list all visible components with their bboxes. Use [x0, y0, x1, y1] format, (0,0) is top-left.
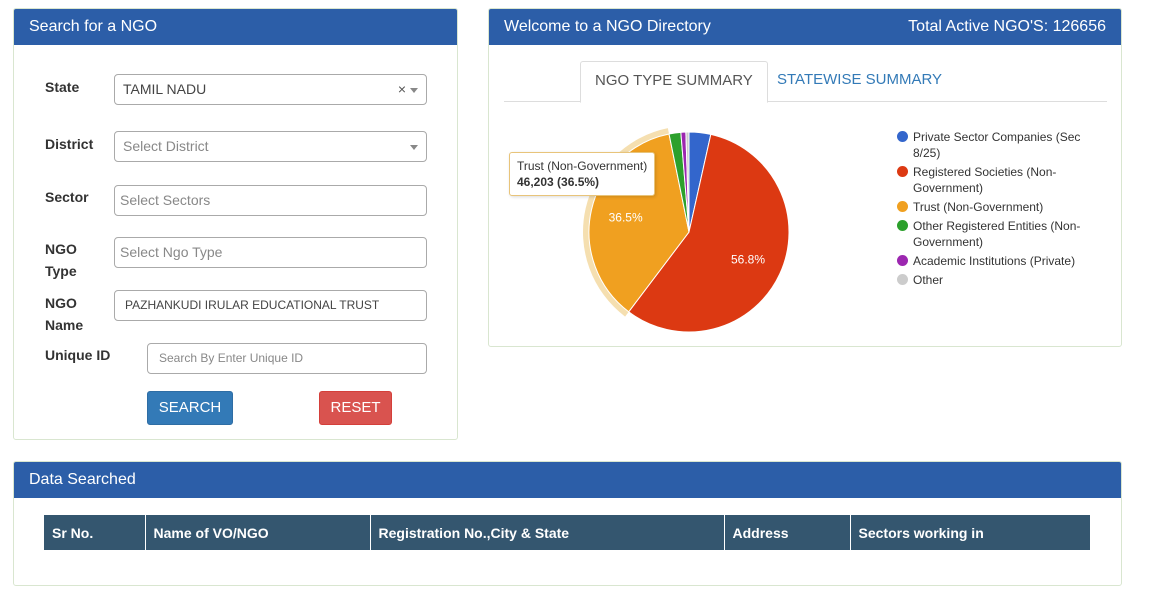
column-header-registration[interactable]: Registration No.,City & State [370, 515, 725, 550]
welcome-panel: Welcome to a NGO Directory Total Active … [488, 8, 1122, 347]
district-select[interactable]: Select District [114, 131, 427, 162]
unique-id-input[interactable]: Search By Enter Unique ID [147, 343, 427, 374]
column-header-address[interactable]: Address [724, 515, 851, 550]
legend-dot [897, 131, 908, 142]
legend-item-other-registered[interactable]: Other Registered Entities (Non-Governmen… [895, 218, 1095, 250]
ngo-name-input[interactable]: PAZHANKUDI IRULAR EDUCATIONAL TRUST [114, 290, 427, 321]
chevron-down-icon [410, 145, 418, 150]
search-panel: Search for a NGO State TAMIL NADU × Dist… [13, 8, 458, 440]
pie-slice-registered-societies-non-government[interactable] [628, 133, 790, 333]
legend-dot [897, 166, 908, 177]
district-placeholder: Select District [123, 138, 209, 154]
legend-label: Other [913, 273, 944, 287]
ngo-type-placeholder: Select Ngo Type [120, 244, 223, 260]
district-label: District [45, 136, 94, 152]
legend-item-private-sector[interactable]: Private Sector Companies (Sec 8/25) [895, 129, 1095, 161]
sector-select[interactable]: Select Sectors [114, 185, 427, 216]
column-header-sectors[interactable]: Sectors working in [850, 515, 1091, 550]
tab-statewise-summary[interactable]: STATEWISE SUMMARY [777, 71, 943, 88]
legend-label: Academic Institutions (Private) [913, 254, 1076, 268]
welcome-panel-header: Welcome to a NGO Directory Total Active … [489, 9, 1121, 45]
pie-label-registered-societies-non-government: 56.8% [731, 252, 765, 266]
reset-button[interactable]: RESET [319, 391, 392, 425]
legend-dot [897, 274, 908, 285]
state-select[interactable]: TAMIL NADU × [114, 74, 427, 105]
unique-id-placeholder: Search By Enter Unique ID [159, 351, 304, 365]
chevron-down-icon [410, 88, 418, 93]
sector-label: Sector [45, 189, 89, 205]
search-panel-title: Search for a NGO [14, 9, 457, 45]
legend-item-trust[interactable]: Trust (Non-Government) [895, 199, 1095, 215]
ngo-name-label-line2: Name [45, 317, 84, 333]
legend-label: Registered Societies (Non-Government) [913, 165, 1057, 195]
clear-icon[interactable]: × [397, 81, 406, 97]
legend-item-registered-societies[interactable]: Registered Societies (Non-Government) [895, 164, 1095, 196]
welcome-title: Welcome to a NGO Directory [504, 18, 711, 35]
chart-tooltip: Trust (Non-Government) 46,203 (36.5%) [509, 152, 656, 196]
legend-item-other[interactable]: Other [895, 272, 1095, 288]
unique-id-label: Unique ID [45, 347, 111, 363]
legend-dot [897, 220, 908, 231]
data-searched-title: Data Searched [14, 462, 1121, 498]
pie-label-trust-non-government: 36.5% [609, 211, 643, 225]
column-header-name[interactable]: Name of VO/NGO [145, 515, 371, 550]
tooltip-title: Trust (Non-Government) [517, 159, 648, 173]
legend-label: Trust (Non-Government) [913, 200, 1044, 214]
legend-dot [897, 201, 908, 212]
search-button[interactable]: SEARCH [147, 391, 233, 425]
total-active-ngos: Total Active NGO'S: 126656 [908, 18, 1106, 35]
summary-tabs: NGO TYPE SUMMARY STATEWISE SUMMARY [504, 61, 1107, 103]
ngo-name-label-line1: NGO [45, 295, 77, 311]
ngo-name-label: NGO Name [45, 292, 83, 336]
sector-placeholder: Select Sectors [120, 192, 211, 208]
ngo-name-value: PAZHANKUDI IRULAR EDUCATIONAL TRUST [125, 298, 380, 312]
tab-ngo-type-summary[interactable]: NGO TYPE SUMMARY [580, 61, 768, 103]
data-searched-panel: Data Searched Sr No. Name of VO/NGO Regi… [13, 461, 1122, 586]
ngo-type-label-line2: Type [45, 263, 77, 279]
tooltip-value: 46,203 (36.5%) [517, 175, 600, 189]
legend-label: Private Sector Companies (Sec 8/25) [913, 130, 1081, 160]
legend-dot [897, 255, 908, 266]
ngo-type-label: NGO Type [45, 238, 77, 282]
table-header-row: Sr No. Name of VO/NGO Registration No.,C… [44, 515, 1091, 550]
ngo-type-select[interactable]: Select Ngo Type [114, 237, 427, 268]
legend-item-academic[interactable]: Academic Institutions (Private) [895, 253, 1095, 269]
results-table: Sr No. Name of VO/NGO Registration No.,C… [44, 515, 1091, 550]
state-label: State [45, 79, 80, 95]
column-header-sr-no[interactable]: Sr No. [44, 515, 146, 550]
chart-legend: Private Sector Companies (Sec 8/25) Regi… [895, 129, 1095, 291]
state-value: TAMIL NADU [123, 81, 207, 97]
pie-slice-other[interactable] [685, 131, 690, 233]
ngo-type-label-line1: NGO [45, 241, 77, 257]
legend-label: Other Registered Entities (Non-Governmen… [913, 219, 1081, 249]
